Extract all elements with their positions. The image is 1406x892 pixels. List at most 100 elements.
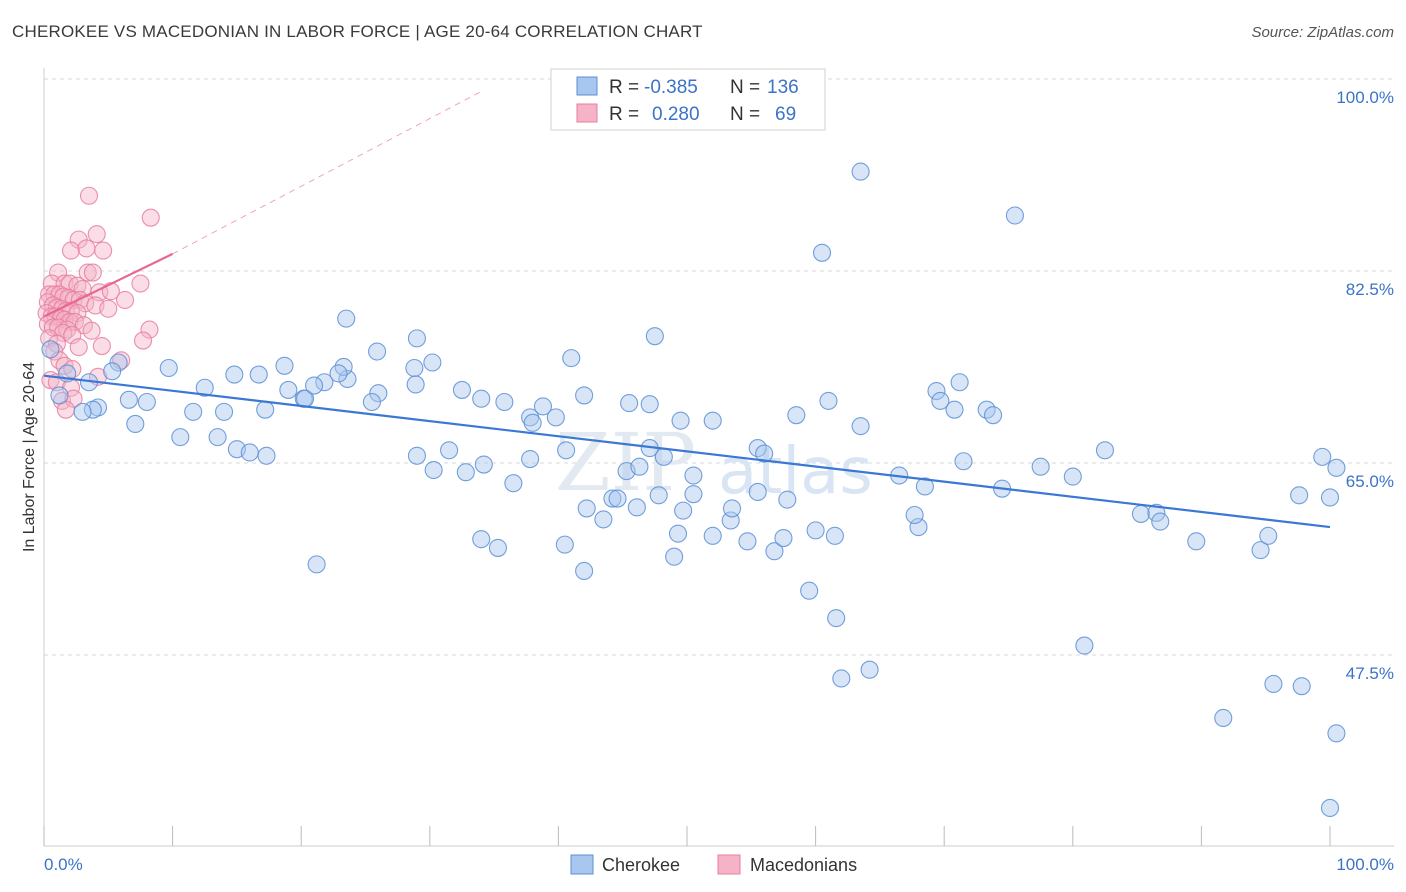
cherokee-point-13 — [50, 386, 69, 405]
cherokee-point-64 — [620, 394, 639, 413]
cherokee-point-85 — [594, 510, 613, 529]
cherokee-point-17 — [195, 378, 214, 397]
cherokee-point-33 — [73, 402, 92, 421]
cherokee-point-82 — [674, 501, 693, 520]
cherokee-point-107 — [927, 381, 946, 401]
cherokee-point-129 — [1264, 674, 1283, 694]
cherokee-point-35 — [208, 428, 227, 447]
cherokee-point-124 — [1290, 486, 1309, 505]
macedonian-point-6 — [94, 241, 113, 260]
legend-r-label-cherokee: R = — [609, 77, 639, 98]
cherokee-point-28 — [184, 402, 203, 421]
bottom-legend-swatch-macedonian — [717, 854, 741, 875]
cherokee-point-46 — [362, 392, 381, 412]
cherokee-point-128 — [1214, 708, 1233, 728]
cherokee-point-69 — [787, 406, 806, 425]
x-ticks — [43, 826, 1331, 846]
cherokee-point-131 — [1327, 724, 1346, 743]
cherokee-point-90 — [722, 499, 742, 518]
macedonian-trend-line — [43, 252, 174, 318]
axes — [43, 68, 1394, 847]
macedonian-point-1 — [141, 208, 160, 227]
cherokee-point-57 — [407, 446, 426, 465]
cherokee-point-16 — [103, 362, 122, 381]
y-axis-title: In Labor Force | Age 20-64 — [21, 362, 38, 552]
cherokee-point-63 — [575, 386, 594, 405]
macedonian-point-0 — [79, 186, 99, 205]
cherokee-point-48 — [452, 380, 472, 399]
legend-n-value-macedonian: 69 — [775, 104, 796, 125]
cherokee-point-26 — [256, 400, 275, 419]
cherokee-point-137 — [1320, 798, 1340, 817]
cherokee-point-29 — [137, 392, 156, 412]
cherokee-point-133 — [472, 530, 491, 549]
macedonian-point-64 — [140, 320, 159, 339]
macedonian-point-65 — [115, 290, 135, 310]
cherokee-trend-line — [43, 374, 1331, 529]
cherokee-point-98 — [800, 581, 819, 600]
cherokee-point-117 — [1131, 504, 1151, 523]
cherokee-point-60 — [456, 463, 475, 482]
cherokee-point-21 — [279, 380, 298, 399]
cherokee-point-81 — [649, 486, 668, 505]
cherokee-point-44 — [329, 364, 348, 383]
cherokee-point-70 — [819, 391, 838, 410]
cherokee-point-79 — [608, 489, 627, 508]
bottom-legend-label-cherokee: Cherokee — [602, 855, 680, 875]
macedonian-point-8 — [78, 263, 97, 282]
cherokee-point-41 — [305, 376, 324, 395]
cherokee-point-118 — [1147, 503, 1166, 522]
macedonian-point-4 — [61, 241, 81, 260]
cherokee-point-132 — [555, 535, 574, 554]
macedonian-point-66 — [99, 299, 118, 318]
legend-n-label-macedonian: N = — [730, 104, 760, 125]
legend-r-label-macedonian: R = — [609, 104, 639, 125]
cherokee-point-123 — [1259, 526, 1278, 545]
y-tick-label-1: 82.5% — [1346, 280, 1394, 299]
cherokee-point-3 — [1005, 206, 1024, 225]
macedonian-point-10 — [131, 274, 150, 293]
cherokee-point-50 — [495, 392, 514, 412]
cherokee-point-58 — [424, 460, 443, 480]
cherokee-point-10 — [41, 340, 60, 359]
cherokee-point-6 — [645, 327, 664, 346]
legend-r-value-macedonian: 0.280 — [652, 104, 700, 125]
cherokee-point-125 — [1327, 458, 1346, 477]
cherokee-point-92 — [665, 547, 684, 566]
cherokee-point-93 — [703, 526, 722, 545]
macedonian-points — [37, 186, 160, 419]
bottom-legend-swatch-cherokee — [570, 854, 594, 875]
x-tick-label-max: 100.0% — [1336, 855, 1394, 874]
cherokee-point-49 — [472, 389, 491, 408]
source-label: Source: ZipAtlas.com — [1251, 24, 1394, 41]
macedonian-point-7 — [49, 263, 68, 282]
cherokee-point-100 — [832, 669, 851, 688]
cherokee-point-62 — [521, 450, 540, 469]
cherokee-point-19 — [249, 365, 268, 384]
cherokee-point-27 — [214, 402, 234, 421]
cherokee-point-61 — [504, 474, 523, 493]
cherokee-point-53 — [546, 408, 565, 427]
cherokee-point-96 — [806, 521, 825, 540]
cherokee-point-80 — [627, 498, 646, 517]
cherokee-point-38 — [240, 443, 259, 462]
cherokee-point-83 — [684, 485, 703, 504]
macedonian-point-14 — [68, 276, 87, 295]
cherokee-point-84 — [577, 499, 596, 518]
trend-lines — [43, 91, 1331, 529]
y-tick-labels: 100.0% 82.5% 65.0% 47.5% — [1336, 88, 1394, 683]
legend-n-label-cherokee: N = — [730, 77, 760, 98]
cherokee-point-52 — [533, 397, 553, 416]
cherokee-point-105 — [905, 505, 924, 525]
cherokee-point-56 — [440, 441, 459, 460]
cherokee-point-112 — [984, 406, 1003, 425]
legend-box: R = -0.385 N = 136 R = 0.280 N = 69 — [550, 68, 826, 131]
cherokee-point-121 — [1187, 532, 1206, 551]
macedonian-point-46 — [82, 321, 101, 340]
y-tick-label-2: 65.0% — [1346, 472, 1394, 491]
cherokee-point-18 — [225, 365, 244, 384]
cherokee-points — [41, 71, 1346, 817]
cherokee-point-101 — [860, 660, 879, 679]
macedonian-point-67 — [133, 331, 153, 350]
